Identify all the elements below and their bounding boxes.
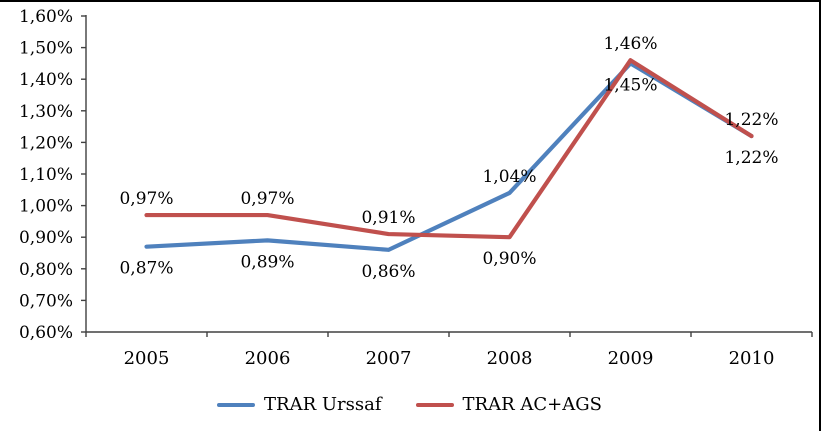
chart-legend: TRAR Urssaf TRAR AC+AGS bbox=[0, 394, 819, 415]
data-label-trar-ac-ags-2009: 1,46% bbox=[603, 34, 657, 54]
series-line-trar-urssaf bbox=[144, 61, 754, 252]
y-axis-tick-label: 1,20% bbox=[19, 133, 73, 153]
y-axis-tick-label: 1,00% bbox=[19, 197, 73, 217]
x-axis-tick-label: 2010 bbox=[729, 348, 775, 369]
data-label-trar-ac-ags-2010: 1,22% bbox=[724, 110, 778, 130]
x-axis-tick-label: 2006 bbox=[245, 348, 291, 369]
legend-item-trar-urssaf: TRAR Urssaf bbox=[217, 394, 382, 415]
y-axis-tick-label: 1,60% bbox=[19, 7, 73, 27]
y-axis-tick-label: 0,80% bbox=[19, 260, 73, 280]
series-line-trar-ac-ags bbox=[144, 58, 754, 240]
y-axis-tick-label: 1,10% bbox=[19, 165, 73, 185]
data-label-trar-ac-ags-2007: 0,91% bbox=[361, 208, 415, 228]
data-label-trar-urssaf-2008: 1,04% bbox=[482, 167, 536, 187]
x-axis-tick-label: 2008 bbox=[487, 348, 533, 369]
legend-line-swatch-red-icon bbox=[415, 402, 454, 407]
y-axis-tick-label: 1,40% bbox=[19, 70, 73, 90]
legend-label-trar-ac-ags: TRAR AC+AGS bbox=[462, 394, 602, 415]
y-axis-tick-label: 0,90% bbox=[19, 228, 73, 248]
legend-label-trar-urssaf: TRAR Urssaf bbox=[264, 394, 382, 415]
data-label-trar-ac-ags-2006: 0,97% bbox=[240, 189, 294, 209]
legend-item-trar-ac-ags: TRAR AC+AGS bbox=[415, 394, 602, 415]
data-label-trar-ac-ags-2005: 0,97% bbox=[119, 189, 173, 209]
data-label-trar-ac-ags-2008: 0,90% bbox=[482, 249, 536, 269]
y-axis-tick-label: 1,30% bbox=[19, 102, 73, 122]
y-axis-tick-label: 0,60% bbox=[19, 323, 73, 343]
data-label-trar-urssaf-2007: 0,86% bbox=[361, 262, 415, 282]
y-axis-tick-label: 1,50% bbox=[19, 39, 73, 59]
x-axis-tick-label: 2007 bbox=[366, 348, 412, 369]
data-label-trar-urssaf-2006: 0,89% bbox=[240, 252, 294, 272]
data-label-trar-urssaf-2009: 1,45% bbox=[603, 75, 657, 95]
legend-line-swatch-blue-icon bbox=[217, 402, 256, 407]
y-axis-tick-label: 0,70% bbox=[19, 291, 73, 311]
data-label-trar-urssaf-2005: 0,87% bbox=[119, 259, 173, 279]
data-label-trar-urssaf-2010: 1,22% bbox=[724, 148, 778, 168]
x-axis-tick-label: 2009 bbox=[608, 348, 654, 369]
x-axis-tick-label: 2005 bbox=[124, 348, 170, 369]
